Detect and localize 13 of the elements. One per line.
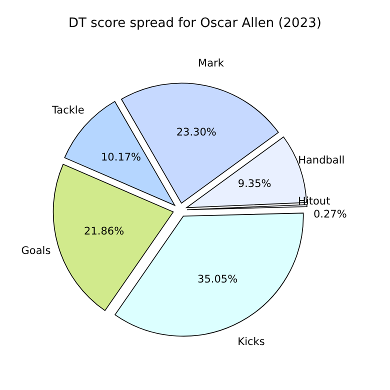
data-label: 35.05% [198, 273, 238, 286]
data-label: 0.27% [313, 208, 347, 220]
slice-label: Goals [21, 245, 51, 258]
data-label: 21.86% [84, 226, 124, 238]
slice-label: Handball [298, 154, 345, 167]
data-label: 9.35% [238, 178, 272, 190]
slice-label: Hitout [298, 195, 330, 208]
data-label: 23.30% [176, 126, 216, 139]
slice-label: Tackle [50, 104, 84, 116]
slice-label: Mark [198, 57, 225, 70]
data-label: 10.17% [100, 151, 142, 164]
slice-label: Kicks [238, 336, 265, 348]
chart-title: DT score spread for Oscar Allen (2023) [68, 16, 322, 31]
